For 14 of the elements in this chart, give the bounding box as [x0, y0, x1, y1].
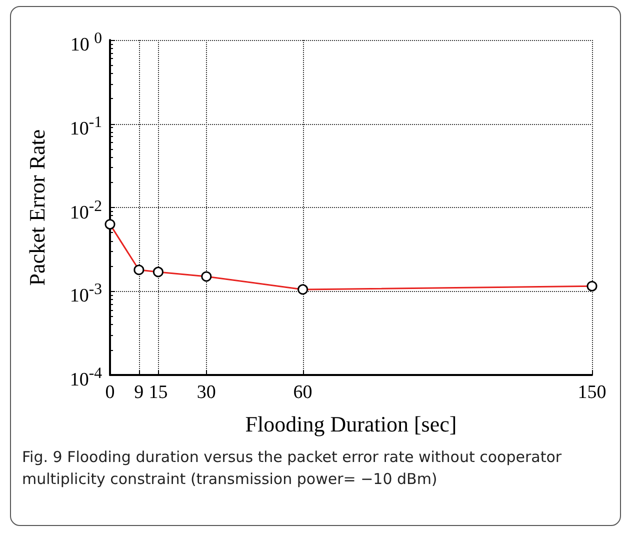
y-axis-title: Packet Error Rate	[24, 129, 50, 286]
x-axis-title: Flooding Duration [sec]	[245, 412, 457, 436]
y-tick-label: 10$^{-2}$	[70, 196, 102, 225]
y-tick-label: 10$^{-1}$	[70, 112, 102, 142]
y-tick-label: 10 $^{0}$	[70, 29, 102, 58]
y-tick-label: 10$^{-3}$	[70, 280, 102, 309]
x-tick-label: 15	[148, 382, 168, 403]
x-tick-label: 0	[105, 382, 115, 403]
caption: Fig. 9 Flooding duration versus the packet error rate without cooperator multiplicity constraint (transmission power= −10 dBm)	[22, 447, 563, 490]
x-tick-label: 150	[578, 382, 606, 403]
y-tick-label: 10$^{-4}$	[70, 364, 102, 392]
x-tick-label: 9	[134, 382, 144, 403]
x-tick-label: 30	[196, 382, 216, 403]
x-tick-label: 60	[293, 382, 312, 403]
